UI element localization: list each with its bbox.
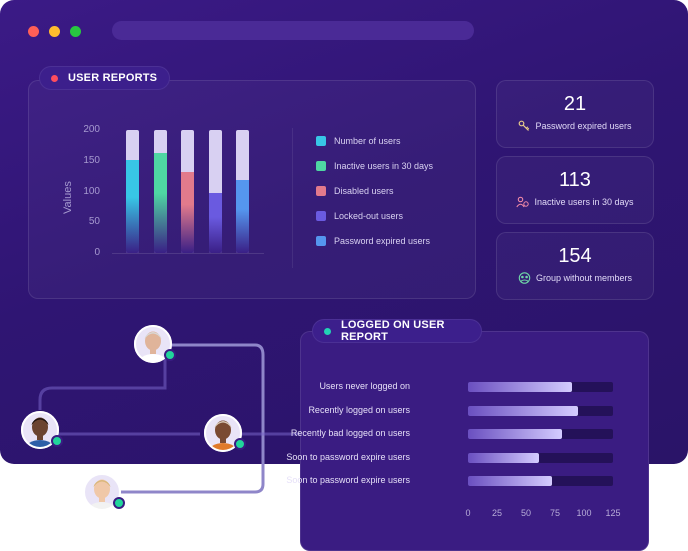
stat-value: 154	[558, 245, 592, 267]
stat-label: Group without members	[535, 273, 633, 283]
bar-track	[126, 130, 139, 253]
bar-track	[236, 130, 249, 253]
stat-label: Inactive users in 30 days	[534, 197, 634, 207]
legend-label: Number of users	[334, 136, 401, 146]
hbar[interactable]	[468, 382, 573, 392]
legend-label: Locked-out users	[334, 211, 404, 221]
online-status-dot	[51, 435, 63, 447]
legend-swatch	[316, 136, 326, 146]
bar-track	[181, 130, 194, 253]
chart-divider	[292, 128, 293, 268]
bar[interactable]	[208, 193, 222, 253]
user-reports-title: USER REPORTS	[39, 66, 171, 90]
minimize-window-button[interactable]	[49, 26, 60, 37]
x-tick-label: 75	[549, 508, 560, 518]
logged-on-user-report-panel: Users never logged on Recently logged on …	[286, 331, 649, 551]
status-dot	[324, 328, 331, 335]
x-tick-label: 100	[576, 508, 592, 518]
hbar[interactable]	[468, 429, 562, 440]
logged-on-report-title: LOGGED ON USER REPORT	[312, 319, 482, 343]
avatar-elderly-man[interactable]	[133, 324, 176, 364]
x-tick-label: 50	[520, 508, 531, 518]
stat-label-row: Group without members	[497, 272, 653, 284]
user-reports-title-text: USER REPORTS	[68, 72, 158, 84]
legend-label: Inactive users in 30 days	[334, 161, 434, 171]
close-window-button[interactable]	[28, 26, 39, 37]
hbar[interactable]	[468, 452, 539, 463]
hbar-label: Recently logged on users	[308, 404, 410, 415]
address-bar[interactable]	[112, 21, 474, 40]
hbar-track	[468, 405, 613, 416]
x-tick-label: 125	[605, 508, 621, 518]
stat-card-password-expired[interactable]: 21 Password expired users	[496, 80, 654, 148]
hbar-track	[468, 452, 613, 463]
bar-track	[153, 130, 167, 253]
avatar-bearded-man[interactable]	[20, 410, 63, 450]
bar[interactable]	[153, 153, 167, 253]
legend-item[interactable]: Password expired users	[316, 236, 430, 246]
online-status-dot	[234, 438, 246, 450]
legend-swatch	[316, 186, 326, 196]
hbar-track	[468, 429, 613, 440]
legend-swatch	[316, 236, 326, 246]
stat-label: Password expired users	[535, 121, 632, 131]
bar[interactable]	[181, 171, 194, 253]
hbar-label: Soon to password expire users	[286, 451, 410, 462]
stat-label-row: Password expired users	[497, 120, 653, 132]
hbar-label: Users never logged on	[319, 381, 410, 391]
stat-value: 21	[563, 93, 587, 115]
legend-item[interactable]: Number of users	[316, 136, 401, 146]
bar[interactable]	[126, 159, 139, 253]
stat-card-inactive-users[interactable]: 113 Inactive users in 30 days	[496, 156, 654, 224]
legend-label: Password expired users	[334, 236, 431, 246]
bar[interactable]	[236, 180, 249, 253]
hbar-track	[468, 382, 613, 392]
x-tick-label: 25	[491, 508, 502, 518]
hbar[interactable]	[468, 405, 579, 416]
y-tick-label: 150	[83, 154, 100, 166]
online-status-dot	[164, 349, 176, 361]
bar-track	[208, 130, 222, 253]
legend-label: Disabled users	[334, 186, 394, 196]
x-axis-line	[112, 253, 264, 254]
hbar[interactable]	[468, 476, 552, 487]
logged-on-report-title-text: LOGGED ON USER REPORT	[341, 319, 445, 343]
legend-item[interactable]: Locked-out users	[316, 211, 403, 221]
legend-swatch	[316, 161, 326, 171]
group-icon	[518, 272, 531, 284]
x-tick-label: 0	[465, 508, 471, 518]
avatar-portrait	[134, 325, 172, 363]
avatar-portrait	[204, 414, 242, 452]
legend-item[interactable]: Inactive users in 30 days	[316, 161, 433, 171]
y-tick-label: 0	[94, 247, 100, 258]
online-status-dot	[113, 497, 125, 509]
stat-value: 113	[559, 169, 591, 191]
legend-swatch	[316, 211, 326, 221]
hbar-label: Recently bad logged on users	[290, 428, 410, 439]
hbar-track	[468, 476, 613, 487]
status-dot	[51, 75, 58, 82]
stat-label-row: Inactive users in 30 days	[497, 196, 653, 208]
avatar-woman-glasses[interactable]	[82, 472, 125, 512]
avatar-portrait	[21, 411, 59, 449]
key-icon	[519, 120, 530, 131]
avatar-woman-short-hair[interactable]	[203, 413, 246, 453]
user-reports-panel	[28, 80, 476, 299]
y-tick-label: 50	[88, 216, 100, 228]
y-tick-label: 200	[83, 124, 100, 135]
y-tick-label: 100	[83, 185, 100, 197]
hbar-label: Soon to password expire users	[286, 475, 410, 486]
maximize-window-button[interactable]	[70, 26, 81, 37]
legend-item[interactable]: Disabled users	[316, 186, 394, 196]
stat-card-group-without-members[interactable]: 154 Group without members	[496, 232, 654, 300]
user-clock-icon	[516, 196, 530, 208]
